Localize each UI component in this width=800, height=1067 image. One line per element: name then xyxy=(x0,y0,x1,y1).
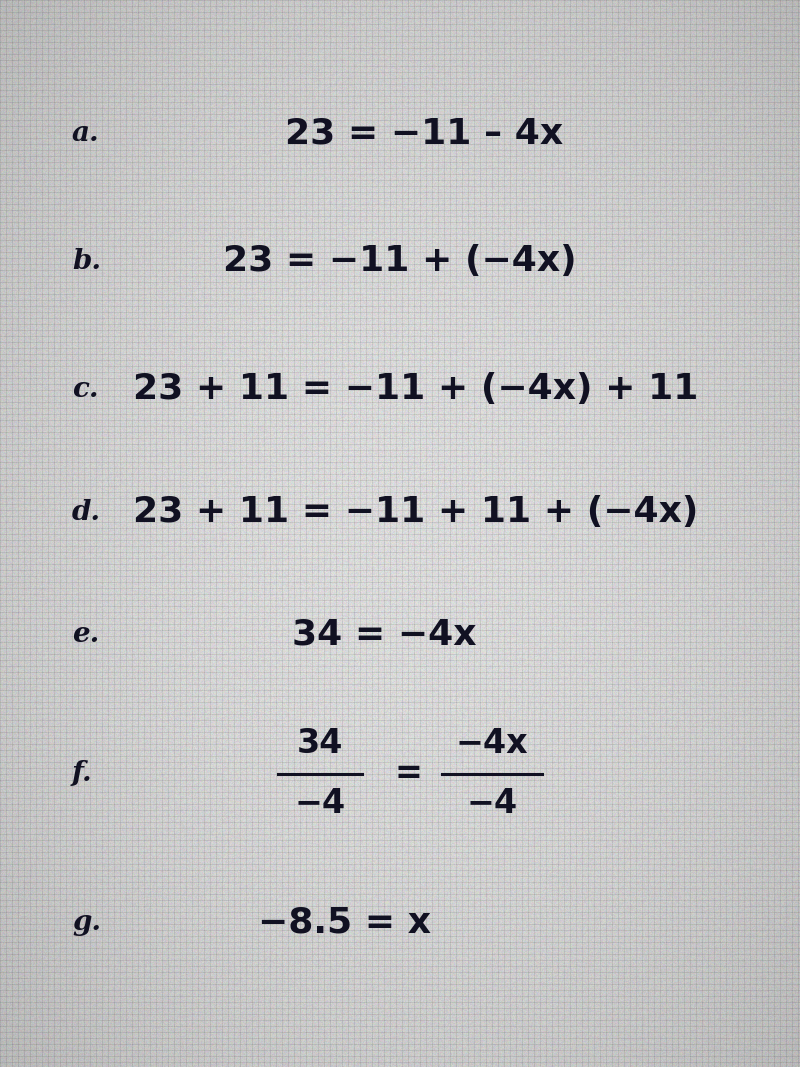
Text: −8.5 = x: −8.5 = x xyxy=(258,906,430,940)
Text: −4: −4 xyxy=(466,787,518,819)
Text: e.: e. xyxy=(72,621,99,649)
Text: c.: c. xyxy=(72,376,98,403)
Text: g.: g. xyxy=(72,909,101,937)
Text: 34 = −4x: 34 = −4x xyxy=(292,618,476,652)
Text: −4x: −4x xyxy=(456,728,528,760)
Text: b.: b. xyxy=(72,248,101,275)
Text: =: = xyxy=(394,758,422,790)
Text: 23 + 11 = −11 + (−4x) + 11: 23 + 11 = −11 + (−4x) + 11 xyxy=(134,372,698,407)
Text: 23 + 11 = −11 + 11 + (−4x): 23 + 11 = −11 + 11 + (−4x) xyxy=(134,495,698,529)
Text: 23 = −11 – 4x: 23 = −11 – 4x xyxy=(285,116,563,150)
Text: −4: −4 xyxy=(294,787,346,819)
Text: 34: 34 xyxy=(297,728,343,760)
Text: d.: d. xyxy=(72,498,101,526)
Text: a.: a. xyxy=(72,120,100,147)
Text: f.: f. xyxy=(72,760,93,787)
Text: 23 = −11 + (−4x): 23 = −11 + (−4x) xyxy=(223,244,577,278)
